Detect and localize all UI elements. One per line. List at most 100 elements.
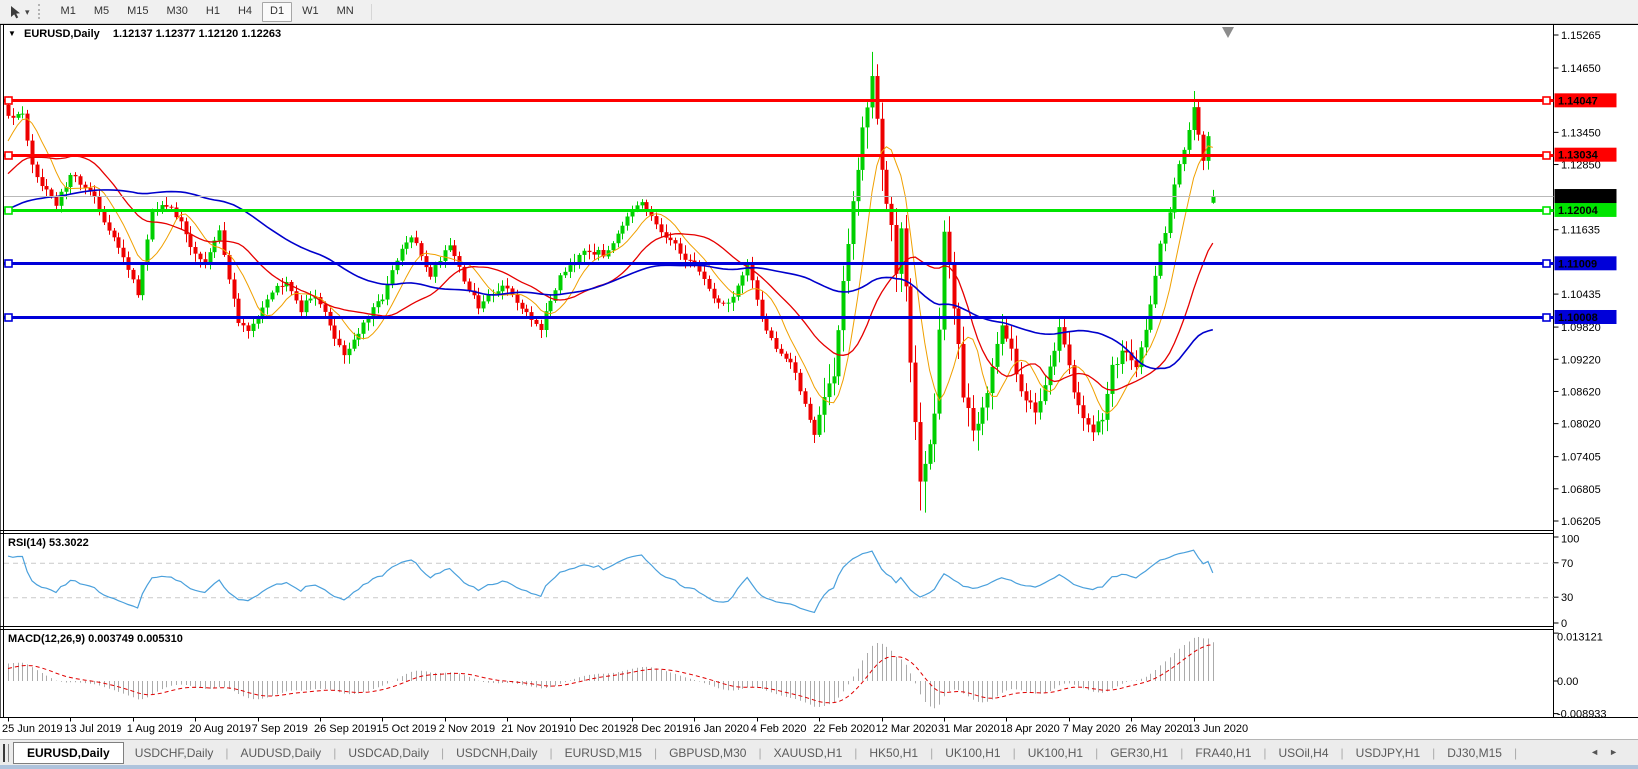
date-label: 21 Nov 2019 [501,723,563,735]
price-tick-label: 1.10435 [1561,289,1601,301]
chart-tab-list: EURUSD,Daily USDCHF,Daily | AUDUSD,Daily | US… [13,742,1518,764]
chart-tab-usdchf-daily[interactable]: USDCHF,Daily [134,746,214,760]
chart-tab-hk50-h1[interactable]: HK50,H1 [869,746,919,760]
price-tick-label: 1.13450 [1561,127,1601,139]
timeframe-button-m1[interactable]: M1 [60,4,76,17]
date-label: 16 Jan 2020 [688,723,749,735]
chart-tab-uk100-h1[interactable]: UK100,H1 [945,746,1001,760]
chart-tab-usdcad-daily[interactable]: USDCAD,Daily [348,746,429,760]
tabbar-left-edge [3,744,9,762]
tab-scroll-left-icon[interactable]: ◄ [1590,747,1610,757]
chart-tab-uk100-h1[interactable]: UK100,H1 [1027,746,1084,760]
tab-separator: | [333,746,337,760]
line-handle[interactable] [1542,151,1551,160]
horizontal-price-lines[interactable] [4,96,1554,322]
chart-menu-icon[interactable]: ▼ [8,29,16,38]
chart-tab-usdcnh-daily[interactable]: USDCNH,Daily [456,746,538,760]
price-line-label: 1.10008 [1558,312,1598,324]
timeframe-button-h4[interactable]: H4 [237,4,253,17]
date-label: 7 May 2020 [1063,723,1120,735]
chart-symbol-period: EURUSD,Daily [23,28,100,40]
date-label: 12 Mar 2020 [876,723,938,735]
toolbar-gripper [37,4,44,19]
date-label: 1 Aug 2019 [127,723,183,735]
line-handle[interactable] [4,96,13,105]
chart-tab-fra40-h1[interactable]: FRA40,H1 [1195,746,1252,760]
line-handle[interactable] [1542,259,1551,268]
price-tick-label: 1.07405 [1561,452,1601,464]
chart-tab-bar: EURUSD,Daily USDCHF,Daily | AUDUSD,Daily | US… [0,739,1638,766]
price-tick-label: 1.08620 [1561,386,1601,398]
date-label: 10 Dec 2019 [564,723,626,735]
timeframe-button-mn[interactable]: MN [336,4,354,17]
chart-tab-usdjpy-h1[interactable]: USDJPY,H1 [1355,746,1421,760]
rsi-line [7,549,1214,614]
chart-tab-xauusd-h1[interactable]: XAUUSD,H1 [773,746,843,760]
date-label: 4 Feb 2020 [751,723,807,735]
line-handle[interactable] [4,259,13,268]
tab-separator: | [930,746,934,760]
price-tick-label: 1.15265 [1561,30,1601,42]
price-tick-label: 1.09820 [1561,322,1601,334]
chart-tab-eurusd-daily[interactable]: EURUSD,Daily [13,742,124,764]
price-line-label: 1.13034 [1558,150,1599,162]
chart-title: ▼ EURUSD,Daily 1.12137 1.12377 1.12120 1… [8,28,281,40]
timeframe-button-d1[interactable]: D1 [262,1,293,22]
rsi-axis: 100 70 30 0 [1553,534,1579,630]
price-axis[interactable]: 1.15265 1.14650 1.13450 1.12850 1.11635 1.104… [1553,30,1617,528]
timeframe-button-h1[interactable]: H1 [205,4,220,17]
tab-separator: | [549,746,553,760]
chevron-down-icon[interactable]: ▾ [25,6,30,17]
macd-tick-label: 0.013121 [1557,632,1603,644]
price-line-label: 1.14047 [1558,95,1598,107]
date-label: 22 Feb 2020 [813,723,875,735]
date-label: 31 Mar 2020 [938,723,1000,735]
chart-tab-usoil-h4[interactable]: USOil,H4 [1278,746,1329,760]
price-tick-label: 1.06805 [1561,484,1601,496]
cursor-tool-icon[interactable] [6,4,24,20]
date-label: 28 Dec 2019 [626,723,688,735]
rsi-tick-label: 100 [1561,534,1579,546]
date-label: 25 Jun 2019 [2,723,63,735]
toolbar-separator [370,3,372,20]
timeframe-button-m30[interactable]: M30 [166,4,188,17]
date-label: 26 May 2020 [1125,723,1189,735]
line-handle[interactable] [4,313,13,322]
cursor-pointer-glyph [11,5,20,18]
price-tick-label: 1.09220 [1561,354,1601,366]
line-handle[interactable] [4,206,13,215]
line-handle[interactable] [1542,206,1551,215]
chart-tab-eurusd-m15[interactable]: EURUSD,M15 [564,746,642,760]
tab-separator: | [1180,746,1184,760]
timeframe-button-w1[interactable]: W1 [302,4,319,17]
timeframe-button-m5[interactable]: M5 [93,4,110,17]
line-handle[interactable] [1542,96,1551,105]
date-label: 18 Apr 2020 [1000,723,1059,735]
date-label: 13 Jul 2019 [64,723,121,735]
chart-tab-dj30-m15[interactable]: DJ30,M15 [1447,746,1502,760]
price-tick-label: 1.08020 [1561,419,1601,431]
ma-line-55 [7,189,1214,370]
macd-axis: 0.013121 0.00 -0.008933 [1553,632,1607,721]
chart-tab-audusd-daily[interactable]: AUDUSD,Daily [240,746,322,760]
line-handle[interactable] [1542,313,1551,322]
tab-separator: | [1012,746,1016,760]
price-tick-label: 1.06205 [1561,516,1601,528]
rsi-tick-label: 30 [1561,592,1573,604]
macd-tick-label: 0.00 [1557,676,1578,688]
date-label: 13 Jun 2020 [1188,723,1249,735]
timeframe-button-m15[interactable]: M15 [127,4,149,17]
chart-tab-ger30-h1[interactable]: GER30,H1 [1110,746,1169,760]
tab-separator: | [1432,746,1436,760]
date-label: 20 Aug 2019 [189,723,251,735]
ma-line-8 [7,118,1213,415]
tab-scroll-right-icon[interactable]: ► [1609,747,1628,757]
date-axis[interactable]: 25 Jun 2019 13 Jul 2019 1 Aug 2019 20 Aug 2… [2,717,1249,736]
line-handle[interactable] [4,151,13,160]
chart-tab-gbpusd-m30[interactable]: GBPUSD,M30 [669,746,747,760]
tab-scroll-arrows: ◄► [1590,747,1628,757]
ma-line-21 [7,155,1214,391]
price-tick-label: 1.11635 [1561,225,1600,237]
price-tick-label: 1.14650 [1561,63,1601,75]
